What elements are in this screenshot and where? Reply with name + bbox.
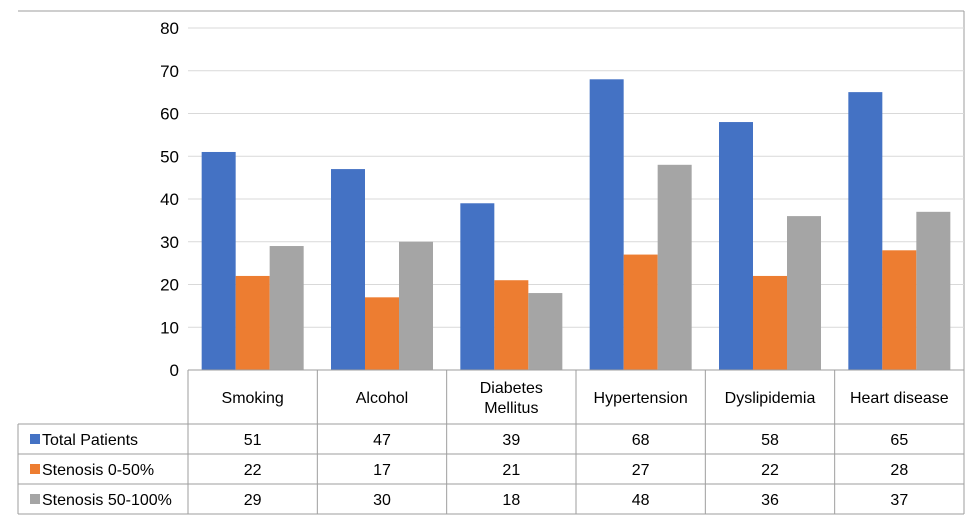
table-cell-value: 58 [761, 432, 779, 449]
legend-swatch [30, 494, 40, 504]
bar-stenosis-50-100- [657, 164, 692, 370]
category-label: Diabetes [480, 380, 543, 397]
table-cell-value: 48 [632, 492, 650, 509]
table-cell-value: 37 [890, 492, 908, 509]
y-tick-label: 50 [160, 147, 179, 166]
table-cell-value: 68 [632, 432, 650, 449]
bar-stenosis-50-100- [528, 293, 563, 370]
y-tick-label: 0 [170, 361, 179, 380]
table-cell-value: 65 [890, 432, 908, 449]
table-cell-value: 30 [373, 492, 391, 509]
bar-stenosis-0-50- [882, 250, 917, 370]
y-tick-label: 10 [160, 318, 179, 337]
bar-stenosis-0-50- [235, 275, 270, 370]
bar-stenosis-50-100- [916, 211, 951, 370]
category-label: Heart disease [850, 390, 949, 407]
table-cell-value: 39 [502, 432, 520, 449]
y-tick-label: 20 [160, 276, 179, 295]
table-cell-value: 29 [244, 492, 262, 509]
y-tick-label: 80 [160, 19, 179, 38]
y-tick-label: 60 [160, 105, 179, 124]
table-cell-value: 22 [244, 462, 262, 479]
category-label: Smoking [222, 390, 284, 407]
category-label: Hypertension [594, 390, 688, 407]
bar-total-patients [460, 203, 495, 370]
table-cell-value: 47 [373, 432, 391, 449]
y-tick-label: 70 [160, 62, 179, 81]
legend-label: Total Patients [42, 432, 138, 449]
legend-swatch [30, 434, 40, 444]
legend-label: Stenosis 0-50% [42, 462, 154, 479]
category-label: Dyslipidemia [725, 390, 816, 407]
table-cell-value: 36 [761, 492, 779, 509]
bar-total-patients [719, 122, 753, 370]
bar-total-patients [848, 92, 883, 370]
bar-stenosis-0-50- [623, 254, 658, 370]
category-label: Alcohol [356, 390, 408, 407]
table-cell-value: 22 [761, 462, 779, 479]
bar-total-patients [331, 169, 365, 370]
bar-stenosis-50-100- [269, 246, 304, 370]
bar-stenosis-0-50- [365, 297, 399, 370]
table-cell-value: 18 [502, 492, 520, 509]
y-tick-label: 30 [160, 233, 179, 252]
bar-total-patients [201, 151, 236, 370]
table-cell-value: 28 [890, 462, 908, 479]
bar-stenosis-50-100- [399, 241, 433, 370]
bar-stenosis-0-50- [753, 275, 787, 370]
bar-stenosis-0-50- [494, 280, 529, 370]
table-cell-value: 21 [502, 462, 520, 479]
legend-swatch [30, 464, 40, 474]
y-tick-label: 40 [160, 190, 179, 209]
category-label: Mellitus [484, 400, 538, 417]
table-cell-value: 51 [244, 432, 262, 449]
bar-total-patients [589, 79, 624, 371]
legend-label: Stenosis 50-100% [42, 492, 172, 509]
bar-stenosis-50-100- [787, 216, 821, 370]
table-cell-value: 27 [632, 462, 650, 479]
table-cell-value: 17 [373, 462, 391, 479]
